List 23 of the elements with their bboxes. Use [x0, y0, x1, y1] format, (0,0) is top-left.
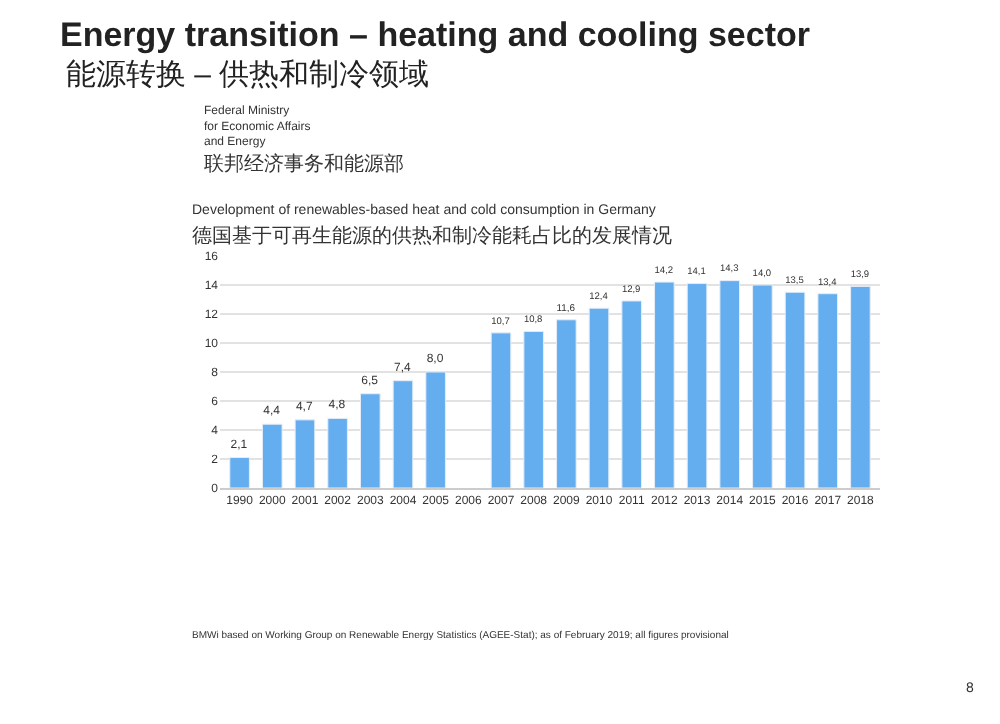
bar [261, 423, 283, 488]
bar [621, 300, 642, 488]
bar [327, 417, 348, 488]
bar [719, 280, 740, 488]
text: 联邦经济事务和能源部 [204, 152, 404, 176]
bar [654, 281, 675, 488]
bar [523, 330, 544, 488]
bar [686, 283, 708, 488]
bar [588, 307, 610, 488]
bar [229, 457, 250, 488]
bar [425, 371, 446, 488]
text: 德国基于可再生能源的供热和制冷能耗占比的发展情况 [192, 224, 672, 248]
bar [392, 380, 414, 488]
chart-subtitle: 能源转换 – 供热和制冷领域 [66, 58, 430, 92]
bar [294, 419, 316, 488]
bar [784, 291, 806, 488]
chart-title: Energy transition – heating and cooling sector [60, 15, 811, 54]
bar [490, 332, 512, 488]
bar [360, 393, 381, 488]
bar [850, 285, 871, 488]
bar [556, 319, 577, 488]
bar [817, 293, 839, 488]
bar [752, 284, 773, 488]
